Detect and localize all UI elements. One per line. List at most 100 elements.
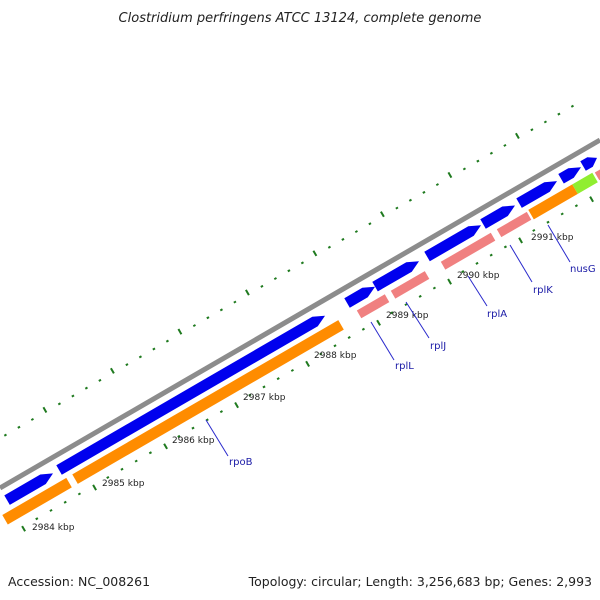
tick-mark bbox=[333, 344, 337, 348]
forward-cds-arrow bbox=[344, 286, 375, 308]
tick-mark bbox=[418, 294, 422, 298]
tick-mark bbox=[290, 368, 294, 372]
tick-mark bbox=[461, 270, 465, 274]
rna-feature-bar bbox=[356, 294, 390, 319]
rna-feature-bar bbox=[594, 169, 600, 181]
kbp-label: 2989 kbp bbox=[386, 311, 429, 321]
tick-mark bbox=[503, 143, 507, 147]
tick-mark bbox=[475, 261, 479, 265]
gene-label: nusG bbox=[570, 264, 596, 275]
kbp-label: 2984 kbp bbox=[32, 523, 75, 533]
gene-label: rplK bbox=[533, 285, 553, 296]
kbp-scale: 2984 kbp 2985 kbp 2986 kbp 2987 kbp 2988 kbp… bbox=[32, 233, 574, 533]
tick-mark bbox=[177, 434, 181, 438]
tick-mark bbox=[287, 269, 291, 273]
tick-mark bbox=[347, 335, 351, 340]
tick-mark bbox=[376, 319, 381, 326]
forward-cds-arrow bbox=[516, 181, 557, 208]
tick-mark bbox=[17, 425, 21, 429]
tick-mark bbox=[530, 128, 534, 132]
reverse-cds-bar bbox=[2, 477, 72, 525]
tick-mark bbox=[390, 311, 394, 315]
tick-mark bbox=[125, 363, 129, 367]
forward-cds-arrow bbox=[580, 157, 597, 171]
tick-mark bbox=[532, 228, 536, 232]
rna-feature-bar bbox=[390, 271, 430, 299]
tick-mark bbox=[447, 278, 452, 285]
tick-mark bbox=[368, 222, 372, 226]
tick-mark bbox=[422, 190, 426, 194]
tick-mark bbox=[515, 132, 520, 139]
rna-feature-bar bbox=[496, 211, 532, 238]
kbp-label: 2988 kbp bbox=[314, 351, 357, 361]
tick-mark bbox=[57, 402, 61, 406]
tick-mark bbox=[395, 206, 399, 210]
kbp-label: 2987 kbp bbox=[243, 393, 286, 403]
gene-leader-line bbox=[467, 275, 488, 307]
tick-mark bbox=[152, 347, 156, 351]
tick-mark bbox=[191, 426, 195, 430]
tick-mark bbox=[71, 394, 75, 398]
tick-mark bbox=[262, 385, 266, 389]
gene-label: rplL bbox=[395, 361, 414, 372]
tick-mark bbox=[134, 459, 138, 463]
gene-leader-line bbox=[370, 321, 395, 361]
tick-mark bbox=[546, 220, 550, 224]
gc-tick-marks-inner bbox=[21, 196, 594, 532]
tick-mark bbox=[106, 475, 110, 480]
rna-feature-bar bbox=[440, 232, 496, 270]
forward-cds-arrow bbox=[424, 225, 481, 262]
tick-mark bbox=[206, 316, 210, 320]
gene-label: rplA bbox=[487, 309, 507, 320]
tick-mark bbox=[260, 284, 264, 288]
gene-leader-line bbox=[205, 419, 229, 457]
tick-mark bbox=[273, 277, 277, 281]
kbp-label: 2991 kbp bbox=[531, 233, 574, 243]
gc-tick-marks-outer bbox=[3, 104, 574, 437]
tick-mark bbox=[327, 245, 331, 249]
rna-feature-bar bbox=[572, 172, 598, 194]
tick-mark bbox=[489, 151, 493, 155]
tick-mark bbox=[557, 112, 561, 116]
kbp-label: 2986 kbp bbox=[172, 436, 215, 446]
tick-mark bbox=[163, 443, 168, 450]
tick-mark bbox=[276, 377, 280, 381]
tick-mark bbox=[408, 198, 412, 202]
tick-mark bbox=[219, 308, 223, 312]
reverse-cds-bar bbox=[72, 320, 344, 484]
tick-mark bbox=[518, 237, 523, 244]
tick-mark bbox=[560, 212, 564, 216]
tick-mark bbox=[35, 517, 39, 521]
tick-mark bbox=[570, 104, 574, 108]
tick-mark bbox=[248, 393, 252, 397]
tick-mark bbox=[462, 167, 466, 171]
genome-summary: Topology: circular; Length: 3,256,683 bp… bbox=[248, 574, 592, 589]
tick-mark bbox=[543, 120, 547, 124]
tick-mark bbox=[574, 204, 578, 208]
tick-mark bbox=[30, 417, 34, 421]
tick-mark bbox=[120, 467, 124, 471]
accession-label: Accession: NC_008261 bbox=[8, 574, 150, 589]
kbp-label: 2985 kbp bbox=[102, 479, 145, 489]
tick-mark bbox=[476, 159, 480, 163]
tick-mark bbox=[148, 451, 152, 455]
tick-mark bbox=[219, 410, 223, 414]
tick-mark bbox=[589, 196, 594, 203]
map-title: Clostridium perfringens ATCC 13124, comp… bbox=[119, 11, 482, 26]
tick-mark bbox=[77, 492, 81, 496]
forward-cds-arrow bbox=[480, 205, 515, 229]
tick-mark bbox=[361, 327, 365, 331]
tick-mark bbox=[489, 253, 493, 257]
tick-mark bbox=[245, 289, 250, 296]
tick-mark bbox=[177, 328, 183, 335]
feature-track bbox=[2, 157, 600, 525]
tick-mark bbox=[354, 230, 358, 234]
tick-mark bbox=[92, 484, 97, 491]
genome-backbone bbox=[0, 137, 600, 491]
forward-cds-arrow bbox=[372, 261, 419, 292]
tick-mark bbox=[319, 352, 323, 356]
gene-labels: rpoB rplL rplJ rplA rplK nusG bbox=[205, 224, 596, 468]
forward-cds-arrow bbox=[558, 167, 581, 184]
